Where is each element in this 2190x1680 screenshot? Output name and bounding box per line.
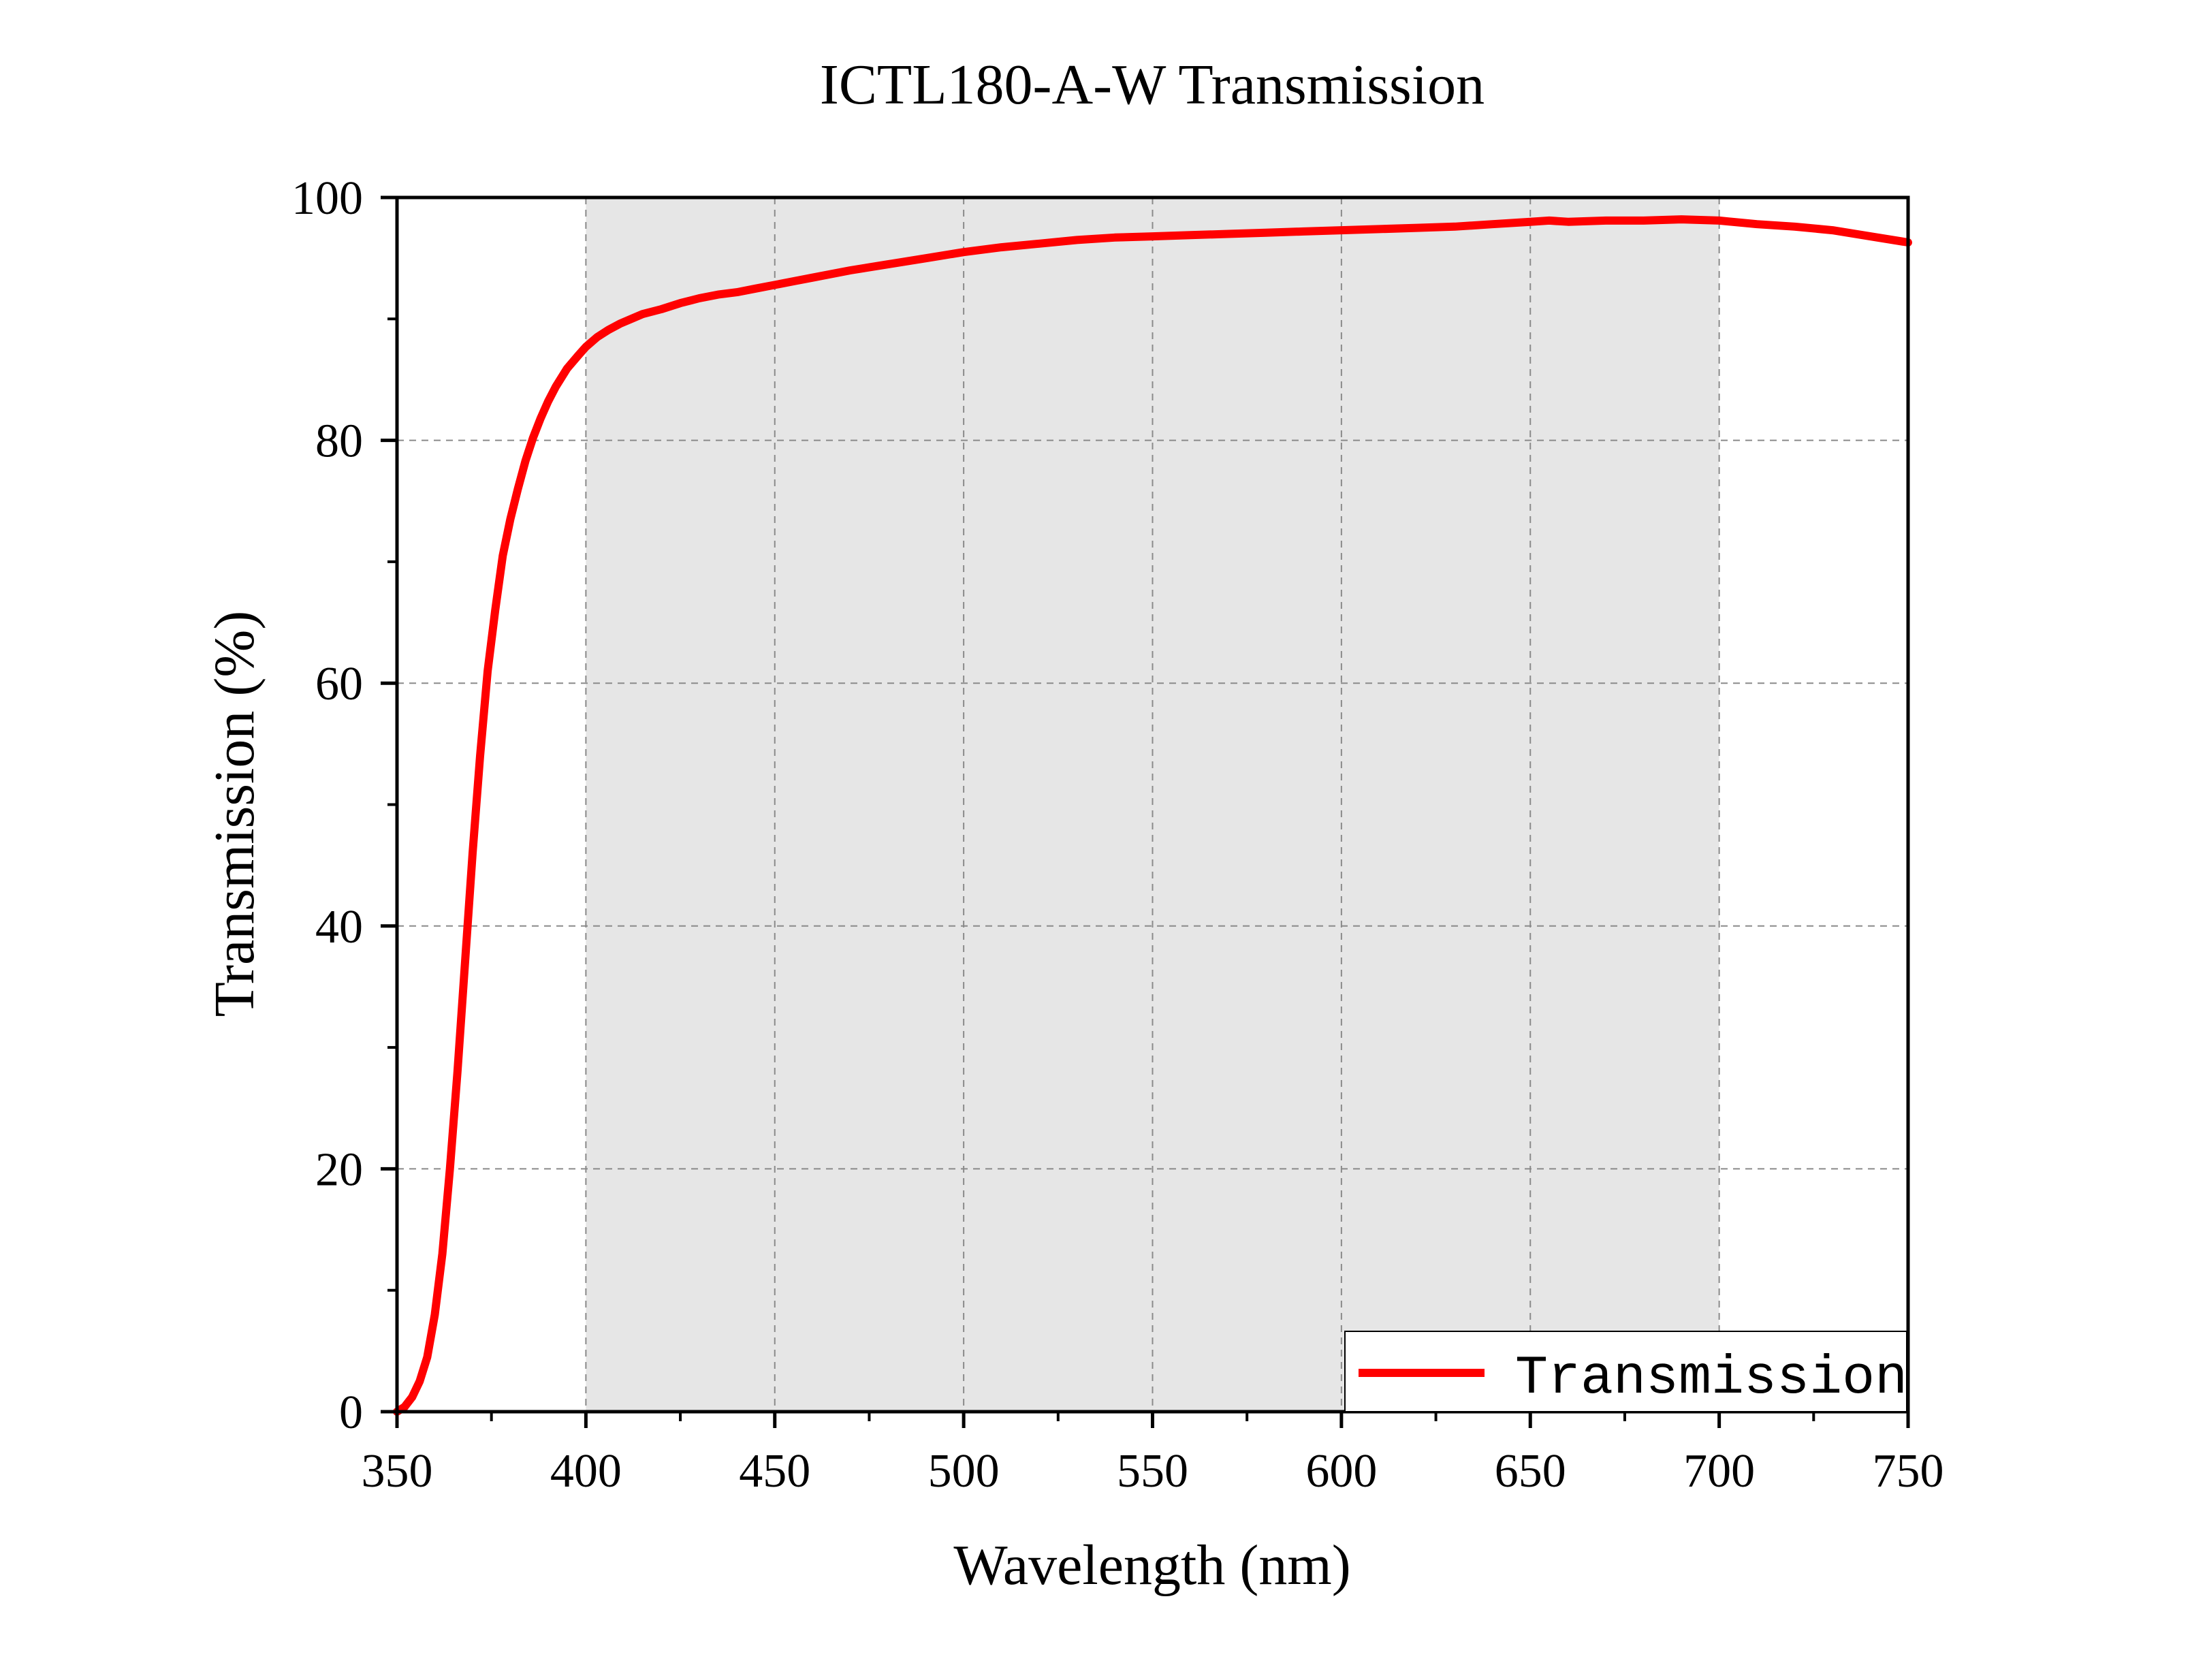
x-tick-label: 550 [1117,1445,1188,1497]
axis-layer: 350 400 450 500 550 600 650 700 750 0 20 40 60 80 100 [291,172,1944,1497]
y-tick-label: 20 [315,1143,363,1196]
y-tick-label: 100 [291,172,363,225]
y-tick-label: 60 [315,658,363,710]
chart-title: ICTL180-A-W Transmission [820,53,1485,116]
label-layer: ICTL180-A-W Transmission Wavelength (nm)… [203,53,1485,1597]
grid-layer [397,197,1908,1412]
x-tick-label: 750 [1873,1445,1944,1497]
y-tick-label: 80 [315,415,363,468]
x-tick-label: 400 [550,1445,622,1497]
y-axis-label: Transmission (%) [203,611,266,1017]
x-tick-label: 450 [739,1445,810,1497]
y-tick-label: 0 [339,1386,363,1439]
x-tick-label: 500 [928,1445,1000,1497]
y-tick-label: 40 [315,901,363,953]
series-layer [393,215,1912,1416]
x-tick-label: 700 [1683,1445,1755,1497]
legend-label: Transmission [1515,1348,1907,1410]
x-tick-label: 600 [1305,1445,1377,1497]
x-tick-label: 350 [362,1445,433,1497]
x-axis-label: Wavelength (nm) [953,1534,1350,1597]
x-tick-label: 650 [1495,1445,1566,1497]
series-line-transmission [393,215,1912,1416]
legend: Transmission [1344,1331,1907,1412]
